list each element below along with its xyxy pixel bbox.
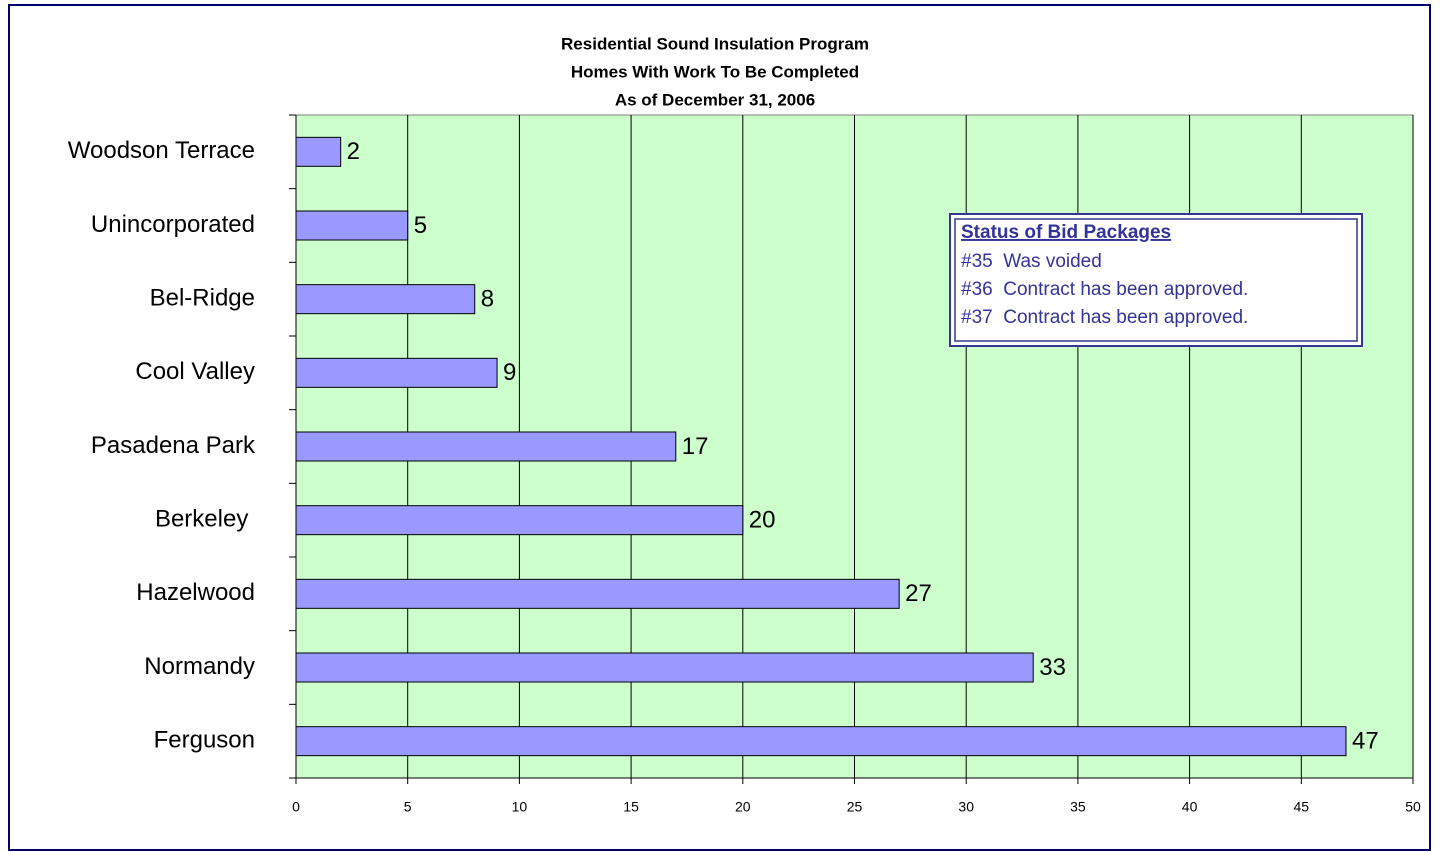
x-tick-label: 5 [404, 799, 412, 815]
chart-title: As of December 31, 2006 [615, 90, 815, 109]
y-tick-label: Unincorporated [91, 211, 255, 238]
annotation-line: #36 Contract has been approved. [961, 279, 1248, 300]
bar [295, 431, 677, 462]
x-tick-label: 40 [1182, 799, 1198, 815]
plot-area: 0 5 10 15 20 25 30 35 40 45 50 Woodson Terrace 2 Unin… [68, 114, 1421, 815]
annotation-title: Status of Bid Packages [961, 222, 1171, 243]
bar [295, 357, 498, 388]
y-tick-label: Cool Valley [135, 358, 255, 385]
annotation-line: #37 Contract has been approved. [961, 307, 1248, 328]
value-label: 27 [905, 580, 932, 607]
value-label: 2 [347, 138, 360, 165]
y-tick-label: Bel-Ridge [150, 285, 255, 312]
annotation-box [949, 213, 1363, 347]
x-tick-label: 30 [958, 799, 974, 815]
y-tick-label: Normandy [144, 653, 255, 680]
chart-title: Residential Sound Insulation Program [561, 34, 869, 53]
value-label: 5 [414, 212, 427, 239]
value-label: 47 [1352, 728, 1379, 755]
y-tick-label: Pasadena Park [91, 432, 256, 459]
x-tick-label: 15 [623, 799, 639, 815]
bar [295, 578, 900, 609]
bar [295, 652, 1034, 683]
x-tick-label: 45 [1294, 799, 1310, 815]
chart-title: Homes With Work To Be Completed [571, 62, 859, 81]
y-tick-label: Ferguson [154, 727, 255, 754]
value-label: 9 [503, 359, 516, 386]
bar [295, 284, 476, 315]
value-label: 8 [481, 286, 494, 313]
bar [295, 136, 342, 167]
x-tick-label: 35 [1070, 799, 1086, 815]
y-tick-label: Berkeley [155, 506, 255, 533]
value-label: 33 [1039, 654, 1066, 681]
bar [295, 505, 744, 536]
x-tick-label: 10 [512, 799, 528, 815]
x-tick-label: 20 [735, 799, 751, 815]
annotation-line: #35 Was voided [961, 251, 1102, 272]
bar [295, 210, 409, 241]
value-label: 17 [682, 433, 709, 460]
x-tick-label: 50 [1405, 799, 1421, 815]
y-tick-label: Hazelwood [136, 579, 255, 606]
annotation-box-inner [954, 218, 1358, 342]
bar [295, 726, 1347, 757]
value-label: 20 [749, 507, 776, 534]
y-tick-label: Woodson Terrace [68, 137, 255, 164]
x-tick-label: 0 [292, 799, 300, 815]
x-tick-label: 25 [847, 799, 863, 815]
